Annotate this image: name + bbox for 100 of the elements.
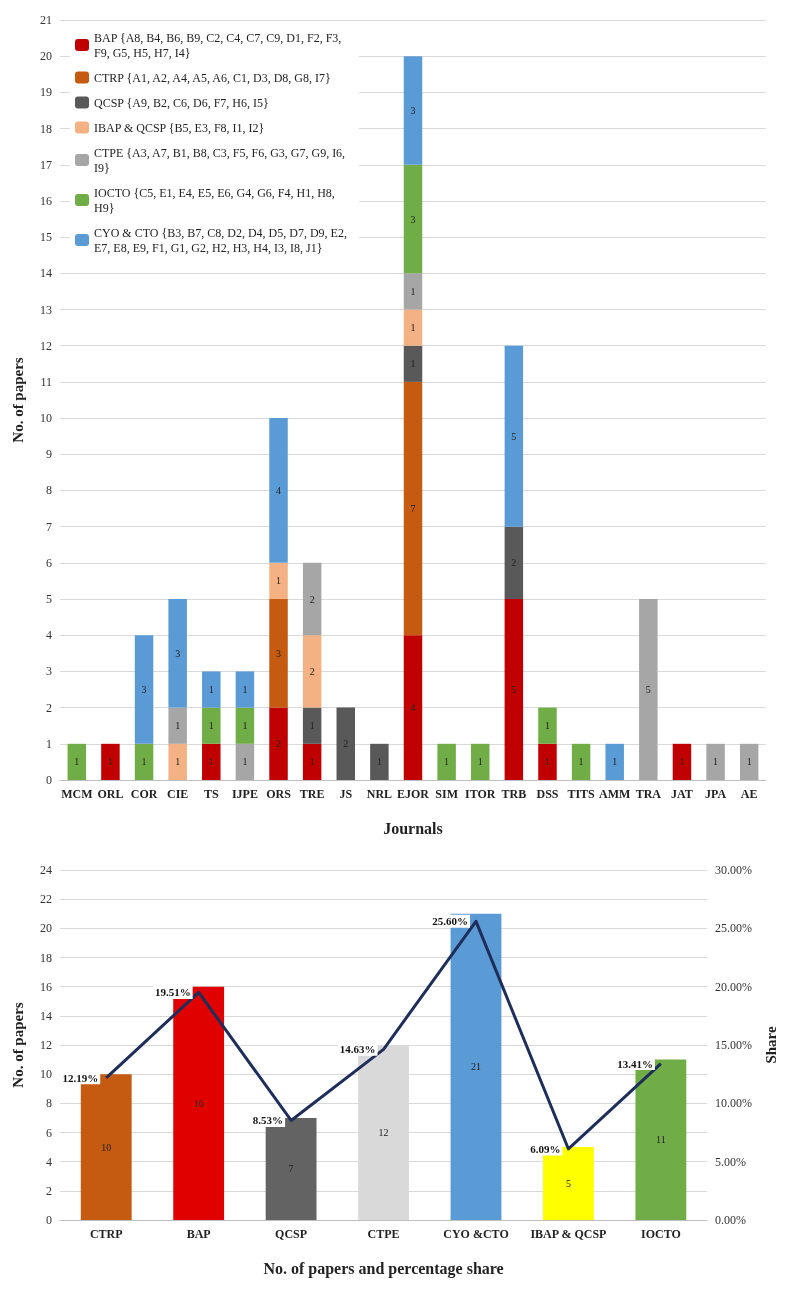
bar [605,743,624,780]
y-tick-label: 6 [46,1125,52,1140]
bar [538,707,557,744]
data-label: 7 [410,503,416,515]
y-tick-label: 22 [40,892,52,907]
x-tick-label: IJPE [231,787,258,801]
y-tick-label: 17 [40,157,52,172]
bar [235,671,255,708]
data-label: 1 [74,756,80,768]
x-tick-label: COR [130,787,158,801]
data-label: 5 [511,684,517,696]
bar [235,743,255,780]
x-tick-label: TRA [635,787,662,801]
y-tick-label: 5 [46,592,52,607]
legend-label: CTRP {A1, A2, A4, A5, A6, C1, D3, D8, G8, I7} [94,70,331,85]
bar [504,526,524,600]
x-axis-title: No. of papers and percentage share [263,1259,504,1278]
x-tick-label: CIE [166,787,189,801]
x-tick-label: AMM [599,787,631,801]
y-tick-label: 21 [40,13,52,27]
data-label: 14.63% [339,1043,376,1056]
bar [134,635,154,744]
x-tick-label: CTRP [89,1227,123,1241]
data-label: 1 [242,684,248,696]
y-tick-label: 14 [40,1008,52,1023]
y2-tick-label: 15.00% [715,1038,753,1052]
y2-tick-label: 0.00% [715,1213,747,1227]
bar [403,635,423,780]
y-tick-label: 3 [46,664,52,679]
data-label: 1 [276,575,282,587]
x-tick-label: ORL [97,787,124,801]
bar [470,743,490,780]
bar [67,743,87,780]
y-tick-label: 12 [40,338,52,353]
data-label: 4 [410,702,416,714]
x-tick-label: ORS [266,787,292,801]
legend-label: IOCTO {C5, E1, E4, E5, E6, G4, G6, F4, H1, H8, H9} [94,185,338,215]
bar [571,743,591,780]
bar [134,743,154,780]
bar [269,562,288,600]
bar [202,743,221,780]
data-label: 1 [309,756,315,768]
y-tick-label: 2 [46,700,52,715]
bar [302,562,322,636]
bar [672,743,692,780]
x-tick-label: TRE [299,787,325,801]
y-tick-label: 14 [40,266,52,281]
x-tick-label: IBAP & QCSP [530,1227,607,1241]
bar [101,743,120,780]
bar [202,707,221,744]
data-label: 19.51% [154,986,191,999]
x-tick-label: NRL [366,787,393,801]
data-label: 1 [141,756,147,768]
x-tick-label: ITOR [465,787,496,801]
x-tick-label: CTPE [367,1227,400,1241]
data-label: 2 [276,738,282,750]
data-label: 5 [645,684,651,696]
bar [269,599,288,708]
y-axis-title: No. of papers [9,357,26,443]
data-label: 1 [410,285,416,297]
bar [202,671,221,708]
data-label: 13.41% [617,1057,653,1070]
y-tick-label: 9 [46,447,52,462]
bar [235,707,255,744]
bar [504,345,524,527]
y2-tick-label: 10.00% [715,1096,753,1111]
y-tick-label: 12 [40,1038,52,1052]
y-tick-label: 2 [46,1183,52,1198]
y2-tick-label: 20.00% [715,979,753,994]
x-tick-label: TRB [501,787,527,801]
bar [403,164,423,274]
data-label: 1 [175,756,181,768]
y-tick-label: 8 [46,483,52,498]
data-label: 1 [544,756,550,768]
y-tick-label: 1 [46,736,52,751]
data-label: 7 [288,1163,294,1175]
data-label: 1 [208,684,214,696]
data-label: 1 [612,756,618,768]
data-label: 1 [410,322,416,334]
legend-label: CYO & CTO {B3, B7, C8, D2, D4, D5, D7, D9, E2, E7, E8, E9, F1, G1, G2, H2, H3, H4, I3, I8, J1} [94,225,350,255]
bar [706,743,725,780]
data-label: 1 [208,756,214,768]
y-tick-label: 0 [46,773,52,787]
y-tick-label: 11 [40,374,52,389]
data-label: 12.19% [62,1071,99,1084]
y-tick-label: 16 [40,193,52,208]
y-tick-label: 18 [40,950,52,965]
x-tick-label: MCM [61,787,93,801]
data-label: 1 [175,720,181,732]
legend-label: CTPE {A3, A7, B1, B8, C3, F5, F6, G3, G7, G9, I6, I9} [94,145,349,175]
bar [403,381,423,636]
bar [269,707,288,780]
x-tick-label: TS [203,787,219,801]
x-tick-label: IOCTO [640,1227,681,1241]
bar [639,599,658,780]
y-tick-label: 8 [46,1096,52,1111]
x-tick-label: JAT [671,787,693,801]
y-tick-label: 20 [40,921,52,936]
x-tick-label: JPA [705,787,727,801]
data-label: 2 [309,593,315,605]
